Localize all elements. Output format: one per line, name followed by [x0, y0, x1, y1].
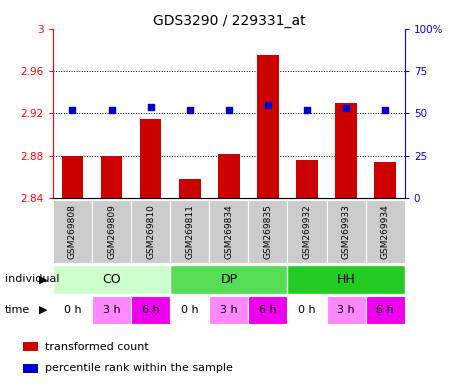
Bar [287, 296, 326, 324]
Bar [22, 342, 39, 351]
Bar [335, 103, 356, 198]
Point [147, 103, 154, 109]
Text: 6 h: 6 h [258, 305, 276, 315]
Bar [248, 296, 287, 324]
Bar [296, 160, 317, 198]
Text: GSM269834: GSM269834 [224, 204, 233, 259]
Bar [248, 200, 287, 263]
Text: 0 h: 0 h [297, 305, 315, 315]
Bar [257, 55, 278, 198]
Text: DP: DP [220, 273, 237, 286]
Text: 6 h: 6 h [141, 305, 159, 315]
Bar [374, 162, 395, 198]
Text: HH: HH [336, 273, 355, 286]
Text: GSM269808: GSM269808 [68, 204, 77, 259]
Point [225, 107, 232, 113]
Point [264, 102, 271, 108]
Text: percentile rank within the sample: percentile rank within the sample [45, 363, 233, 373]
Text: 6 h: 6 h [375, 305, 393, 315]
Text: GSM269809: GSM269809 [107, 204, 116, 259]
Bar [53, 265, 170, 294]
Bar [92, 200, 131, 263]
Text: 3 h: 3 h [219, 305, 237, 315]
Bar [209, 200, 248, 263]
Point [69, 107, 76, 113]
Text: individual: individual [5, 274, 59, 285]
Bar [287, 200, 326, 263]
Bar [101, 156, 122, 198]
Bar [131, 200, 170, 263]
Bar [179, 179, 200, 198]
Point [108, 107, 115, 113]
Text: 3 h: 3 h [102, 305, 120, 315]
Text: GSM269811: GSM269811 [185, 204, 194, 259]
Text: GSM269934: GSM269934 [380, 204, 389, 259]
Bar [53, 296, 92, 324]
Bar [170, 296, 209, 324]
Text: 3 h: 3 h [336, 305, 354, 315]
Bar [22, 364, 39, 372]
Bar [218, 154, 239, 198]
Text: time: time [5, 305, 30, 315]
Text: GSM269835: GSM269835 [263, 204, 272, 259]
Text: ▶: ▶ [39, 274, 48, 285]
Title: GDS3290 / 229331_at: GDS3290 / 229331_at [152, 14, 304, 28]
Point [303, 107, 310, 113]
Bar [140, 119, 161, 198]
Text: transformed count: transformed count [45, 342, 149, 352]
Text: GSM269933: GSM269933 [341, 204, 350, 259]
Text: GSM269932: GSM269932 [302, 204, 311, 259]
Bar [170, 200, 209, 263]
Text: CO: CO [102, 273, 121, 286]
Bar [62, 156, 83, 198]
Text: GSM269810: GSM269810 [146, 204, 155, 259]
Bar [92, 296, 131, 324]
Point [381, 107, 388, 113]
Text: 0 h: 0 h [63, 305, 81, 315]
Point [186, 107, 193, 113]
Bar [326, 200, 365, 263]
Bar [53, 200, 92, 263]
Bar [170, 265, 287, 294]
Bar [287, 265, 404, 294]
Bar [365, 296, 404, 324]
Bar [326, 296, 365, 324]
Point [341, 105, 349, 111]
Bar [365, 200, 404, 263]
Text: ▶: ▶ [39, 305, 48, 315]
Text: 0 h: 0 h [180, 305, 198, 315]
Bar [209, 296, 248, 324]
Bar [131, 296, 170, 324]
